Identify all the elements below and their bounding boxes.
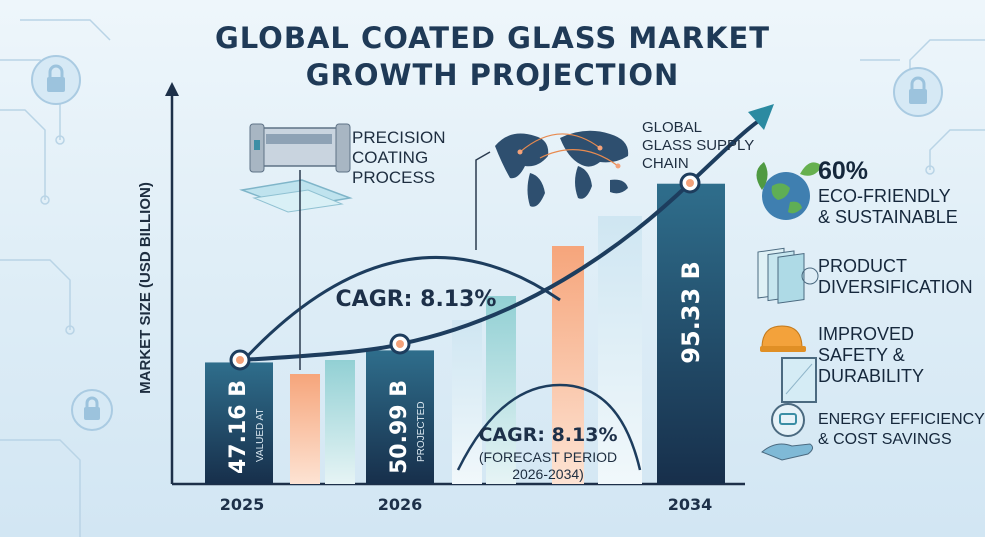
- y-axis-arrowhead: [165, 82, 179, 96]
- cagr-main-label: CAGR: 8.13%: [336, 287, 497, 312]
- trend-marker-dot: [236, 356, 244, 364]
- data-bars: 47.16 B VALUED AT 50.99 B PROJECTED 95.33 B: [205, 183, 725, 484]
- feature-diversification: PRODUCT DIVERSIFICATION: [818, 256, 973, 298]
- bar-value-label: 95.33 B: [677, 261, 705, 364]
- callout-supply: GLOBAL GLASS SUPPLY CHAIN: [642, 119, 754, 173]
- trend-marker-dot: [396, 340, 404, 348]
- feature-energy: ENERGY EFFICIENCY & COST SAVINGS: [818, 410, 985, 450]
- bar-sub-label: VALUED AT: [255, 408, 266, 462]
- data-bar: [366, 350, 434, 484]
- globe-leaf-icon: [756, 162, 822, 220]
- feature-line: PRODUCT: [818, 256, 907, 276]
- trend-marker-dot: [686, 179, 694, 187]
- feature-stat: 60%: [818, 157, 869, 185]
- x-tick-label: 2026: [378, 495, 423, 514]
- callout-line: GLASS SUPPLY: [642, 137, 755, 154]
- data-bar: [205, 362, 273, 484]
- feature-safety: IMPROVED SAFETY & DURABILITY: [818, 324, 924, 387]
- leader-line: [475, 151, 491, 250]
- data-bar: [657, 183, 725, 484]
- feature-line: IMPROVED: [818, 324, 915, 344]
- callout-line: COATING: [352, 148, 429, 167]
- circuit-decoration-left: [0, 19, 111, 537]
- decorative-bars: [290, 216, 642, 484]
- y-axis-label: MARKET SIZE (USD BILLION): [137, 182, 154, 394]
- decor-bar: [325, 360, 355, 484]
- bar-value-label: 50.99 B: [387, 380, 412, 474]
- x-tick-label: 2034: [668, 495, 713, 514]
- chart-title: GLOBAL COATED GLASS MARKET GROWTH PROJEC…: [0, 20, 985, 94]
- feature-eco: 60% ECO-FRIENDLY & SUSTAINABLE: [818, 156, 958, 228]
- padlock-icon: [31, 55, 81, 105]
- x-tick-label: 2025: [220, 495, 265, 514]
- padlock-icon: [893, 67, 943, 117]
- glass-layers-icon: [757, 247, 819, 304]
- trend-markers: [229, 172, 701, 371]
- cagr-box-line-1: (FORECAST PERIOD: [479, 449, 617, 465]
- padlock-icon: [71, 389, 113, 431]
- decor-bar: [486, 296, 516, 484]
- cagr-arc: [238, 255, 561, 366]
- world-map-icon: [495, 130, 629, 207]
- feature-line: DURABILITY: [818, 366, 925, 386]
- cagr-box-title: CAGR: 8.13%: [478, 424, 617, 446]
- feature-line: ECO-FRIENDLY: [818, 186, 951, 206]
- feature-line: & SUSTAINABLE: [818, 207, 958, 227]
- trend-line: [239, 118, 762, 362]
- feature-line: SAFETY &: [818, 345, 905, 365]
- cagr-box-arc: [456, 383, 642, 471]
- bar-value-label: 47.16 B: [226, 380, 251, 474]
- bar-sub-label: PROJECTED: [416, 401, 427, 462]
- decor-bar: [290, 374, 320, 484]
- callout-coating: PRECISION COATING PROCESS: [352, 128, 446, 188]
- decor-bar: [452, 320, 482, 484]
- hand-battery-icon: [761, 403, 814, 461]
- cagr-box-line-2: 2026-2034): [512, 466, 584, 482]
- decor-bar: [598, 216, 642, 484]
- coating-machine-icon: [239, 123, 353, 213]
- callout-line: PROCESS: [352, 168, 436, 187]
- callout-line: PRECISION: [352, 128, 446, 147]
- title-line-2: GROWTH PROJECTION: [305, 58, 680, 92]
- callout-line: CHAIN: [642, 155, 689, 172]
- callout-line: GLOBAL: [642, 119, 703, 136]
- feature-line: & COST SAVINGS: [818, 431, 952, 448]
- trend-arrowhead: [748, 104, 774, 130]
- feature-line: DIVERSIFICATION: [818, 277, 973, 297]
- title-line-1: GLOBAL COATED GLASS MARKET: [214, 21, 771, 55]
- feature-line: ENERGY EFFICIENCY: [818, 411, 985, 428]
- hardhat-window-icon: [760, 325, 817, 403]
